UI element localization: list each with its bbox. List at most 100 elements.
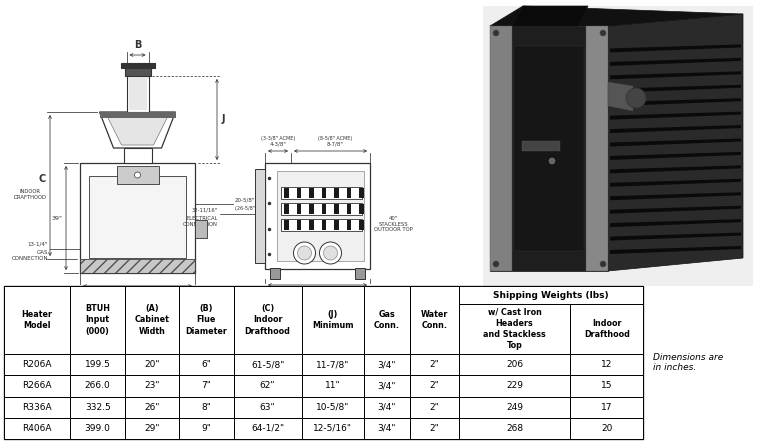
Text: Water
Conn.: Water Conn. <box>420 310 448 330</box>
Circle shape <box>294 242 315 264</box>
Bar <box>127 76 149 112</box>
Polygon shape <box>610 165 741 173</box>
Text: R266A: R266A <box>22 381 52 390</box>
Bar <box>100 112 176 118</box>
Text: CONNECTION: CONNECTION <box>183 222 218 227</box>
Text: 62": 62" <box>260 381 275 390</box>
Text: CONNECTION: CONNECTION <box>12 256 48 261</box>
Text: Indoor
Drafthood: Indoor Drafthood <box>584 319 630 339</box>
Bar <box>255 169 265 263</box>
Text: (26-5/8" ACME): (26-5/8" ACME) <box>235 206 272 211</box>
Text: 249: 249 <box>506 403 523 411</box>
Text: Dimensions are
in inches.: Dimensions are in inches. <box>653 353 723 372</box>
Text: 11": 11" <box>325 381 341 390</box>
Bar <box>334 204 338 214</box>
Text: (C)
Indoor
Drafthood: (C) Indoor Drafthood <box>245 304 291 336</box>
Bar <box>514 46 584 251</box>
Bar <box>4 354 71 375</box>
Bar <box>89 176 186 258</box>
Text: 266.0: 266.0 <box>85 381 110 390</box>
Text: BTUH
Input
(000): BTUH Input (000) <box>85 304 110 336</box>
Text: 3/4": 3/4" <box>377 381 397 390</box>
Bar <box>571 396 643 418</box>
Text: 2": 2" <box>430 381 439 390</box>
Bar <box>359 188 364 198</box>
Bar <box>459 286 643 304</box>
Bar <box>124 68 150 76</box>
Circle shape <box>493 261 499 267</box>
Bar <box>4 375 71 396</box>
Bar <box>586 26 608 271</box>
Text: 39": 39" <box>52 216 63 220</box>
Text: 17: 17 <box>601 403 613 411</box>
Bar <box>4 418 71 439</box>
Circle shape <box>298 246 311 260</box>
Text: 6": 6" <box>202 360 212 369</box>
Text: 20-5/8": 20-5/8" <box>235 197 255 202</box>
Circle shape <box>320 242 341 264</box>
Bar <box>71 396 125 418</box>
Bar <box>265 163 370 269</box>
Text: 11-7/8": 11-7/8" <box>316 360 350 369</box>
Bar <box>281 203 362 215</box>
Text: 3/4": 3/4" <box>377 424 397 433</box>
Polygon shape <box>610 232 741 240</box>
Polygon shape <box>610 85 741 93</box>
Bar <box>71 286 125 354</box>
Bar <box>179 375 234 396</box>
Text: (8-5/8" ACME): (8-5/8" ACME) <box>318 136 353 141</box>
Bar <box>321 220 326 230</box>
Text: 9": 9" <box>202 424 212 433</box>
Text: 229: 229 <box>506 381 523 390</box>
Text: 61-5/8": 61-5/8" <box>251 360 285 369</box>
Bar <box>179 286 234 354</box>
Bar <box>125 375 179 396</box>
Text: J: J <box>222 115 225 124</box>
Bar <box>301 418 364 439</box>
Bar <box>4 396 71 418</box>
Bar <box>125 286 179 354</box>
Bar <box>234 396 301 418</box>
Bar <box>71 354 125 375</box>
Bar <box>71 418 125 439</box>
Text: 7": 7" <box>202 381 212 390</box>
Bar <box>522 141 560 151</box>
Bar <box>4 286 643 439</box>
Polygon shape <box>490 6 743 26</box>
Text: B: B <box>133 40 141 50</box>
Text: (3-3/8" ACME): (3-3/8" ACME) <box>261 136 295 141</box>
Circle shape <box>600 261 606 267</box>
Circle shape <box>134 172 140 178</box>
Bar <box>234 375 301 396</box>
Text: 2": 2" <box>430 403 439 411</box>
Text: 3/4": 3/4" <box>377 360 397 369</box>
Text: ELECTRICAL: ELECTRICAL <box>186 216 218 221</box>
Text: w/ Cast Iron
Headers
and Stackless
Top: w/ Cast Iron Headers and Stackless Top <box>483 308 546 350</box>
Polygon shape <box>107 115 169 145</box>
Bar <box>234 418 301 439</box>
Bar <box>483 6 753 286</box>
Bar <box>129 78 146 110</box>
Bar <box>195 220 207 238</box>
Bar <box>321 204 326 214</box>
Bar <box>459 418 571 439</box>
Text: (A)
Cabinet
Width: (A) Cabinet Width <box>134 304 170 336</box>
Bar <box>321 188 326 198</box>
Polygon shape <box>100 112 176 148</box>
Text: 2": 2" <box>430 424 439 433</box>
Text: 20": 20" <box>144 360 160 369</box>
Bar <box>297 204 301 214</box>
Polygon shape <box>490 26 608 271</box>
Text: Heater
Model: Heater Model <box>21 310 53 330</box>
Text: (B)
Flue
Diameter: (B) Flue Diameter <box>186 304 227 336</box>
Text: C: C <box>39 175 46 184</box>
Bar <box>347 220 351 230</box>
Bar <box>347 204 351 214</box>
Text: R336A: R336A <box>22 403 52 411</box>
Text: 268: 268 <box>506 424 523 433</box>
Bar <box>410 375 459 396</box>
Bar <box>571 304 643 354</box>
Bar <box>234 286 301 354</box>
Bar <box>571 418 643 439</box>
Bar <box>117 166 159 184</box>
